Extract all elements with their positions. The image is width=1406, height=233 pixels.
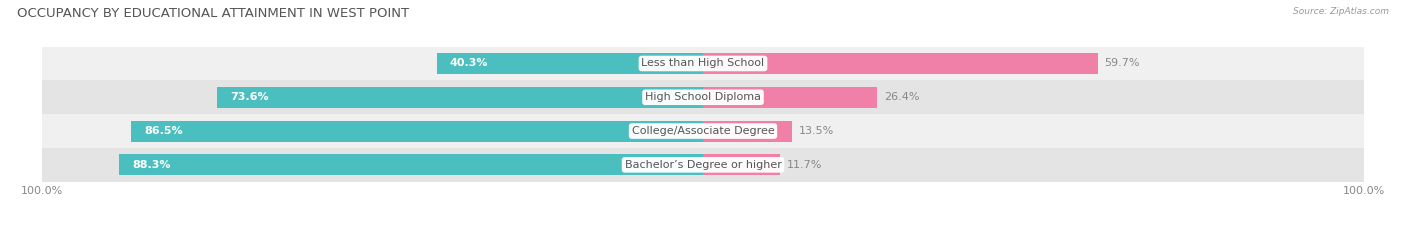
Bar bbox=[131, 121, 703, 141]
Text: 40.3%: 40.3% bbox=[450, 58, 488, 69]
Text: 73.6%: 73.6% bbox=[229, 92, 269, 102]
Text: 86.5%: 86.5% bbox=[145, 126, 183, 136]
Bar bbox=[703, 121, 792, 141]
Text: High School Diploma: High School Diploma bbox=[645, 92, 761, 102]
Bar bbox=[42, 80, 1364, 114]
Text: Bachelor’s Degree or higher: Bachelor’s Degree or higher bbox=[624, 160, 782, 170]
Bar bbox=[703, 53, 1098, 74]
Text: 88.3%: 88.3% bbox=[132, 160, 172, 170]
Bar bbox=[42, 114, 1364, 148]
Bar bbox=[42, 148, 1364, 182]
Text: 11.7%: 11.7% bbox=[787, 160, 823, 170]
Bar bbox=[217, 87, 703, 108]
Bar bbox=[42, 47, 1364, 80]
Text: Source: ZipAtlas.com: Source: ZipAtlas.com bbox=[1294, 7, 1389, 16]
Bar bbox=[437, 53, 703, 74]
Bar bbox=[703, 87, 877, 108]
Text: Less than High School: Less than High School bbox=[641, 58, 765, 69]
Bar bbox=[703, 154, 780, 175]
Text: College/Associate Degree: College/Associate Degree bbox=[631, 126, 775, 136]
Text: 59.7%: 59.7% bbox=[1104, 58, 1140, 69]
Text: 13.5%: 13.5% bbox=[799, 126, 834, 136]
Text: OCCUPANCY BY EDUCATIONAL ATTAINMENT IN WEST POINT: OCCUPANCY BY EDUCATIONAL ATTAINMENT IN W… bbox=[17, 7, 409, 20]
Bar bbox=[120, 154, 703, 175]
Text: 26.4%: 26.4% bbox=[884, 92, 920, 102]
